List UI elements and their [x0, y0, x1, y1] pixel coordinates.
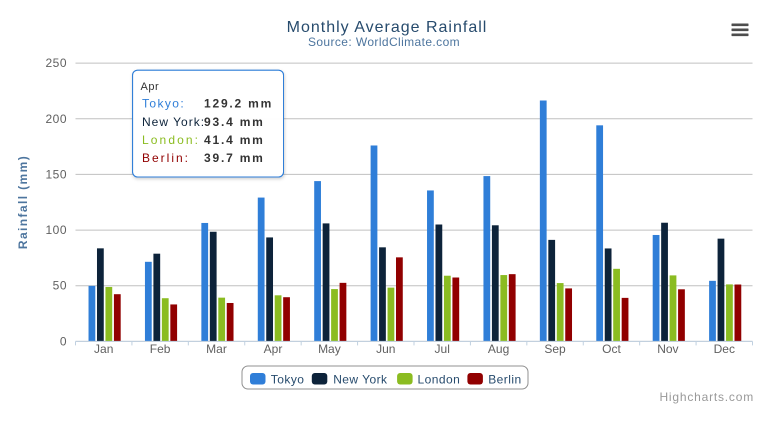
svg-text:Monthly Average Rainfall: Monthly Average Rainfall: [287, 19, 488, 36]
svg-text:Rainfall (mm): Rainfall (mm): [16, 155, 30, 249]
svg-text:New York:: New York:: [142, 115, 205, 129]
svg-text:New York: New York: [333, 373, 388, 387]
svg-text:0: 0: [60, 334, 67, 348]
svg-text:Tokyo:: Tokyo:: [142, 97, 185, 111]
svg-text:May: May: [318, 342, 341, 356]
svg-text:39.7 mm: 39.7 mm: [204, 151, 265, 165]
svg-text:Oct: Oct: [602, 342, 621, 356]
svg-text:Mar: Mar: [206, 342, 227, 356]
svg-text:41.4 mm: 41.4 mm: [204, 133, 265, 147]
svg-text:Dec: Dec: [714, 342, 735, 356]
svg-text:Apr: Apr: [141, 81, 160, 93]
svg-text:Jul: Jul: [435, 342, 450, 356]
svg-text:200: 200: [45, 112, 67, 126]
svg-text:50: 50: [53, 279, 67, 293]
svg-text:Berlin: Berlin: [488, 373, 521, 387]
svg-text:93.4 mm: 93.4 mm: [204, 115, 265, 129]
svg-text:Tokyo: Tokyo: [271, 373, 305, 387]
svg-text:Highcharts.com: Highcharts.com: [659, 390, 754, 404]
svg-text:Apr: Apr: [264, 342, 283, 356]
svg-text:London: London: [418, 373, 461, 387]
svg-text:129.2 mm: 129.2 mm: [204, 97, 273, 111]
svg-text:150: 150: [45, 167, 67, 181]
svg-text:Nov: Nov: [657, 342, 678, 356]
svg-text:Jan: Jan: [94, 342, 113, 356]
svg-text:Aug: Aug: [488, 342, 509, 356]
svg-text:Sep: Sep: [544, 342, 566, 356]
svg-text:Berlin:: Berlin:: [142, 151, 190, 165]
svg-text:London:: London:: [142, 133, 200, 147]
svg-text:Jun: Jun: [376, 342, 395, 356]
svg-text:250: 250: [45, 56, 67, 70]
svg-text:Feb: Feb: [150, 342, 171, 356]
svg-text:Source: WorldClimate.com: Source: WorldClimate.com: [308, 35, 460, 49]
svg-text:100: 100: [45, 223, 67, 237]
